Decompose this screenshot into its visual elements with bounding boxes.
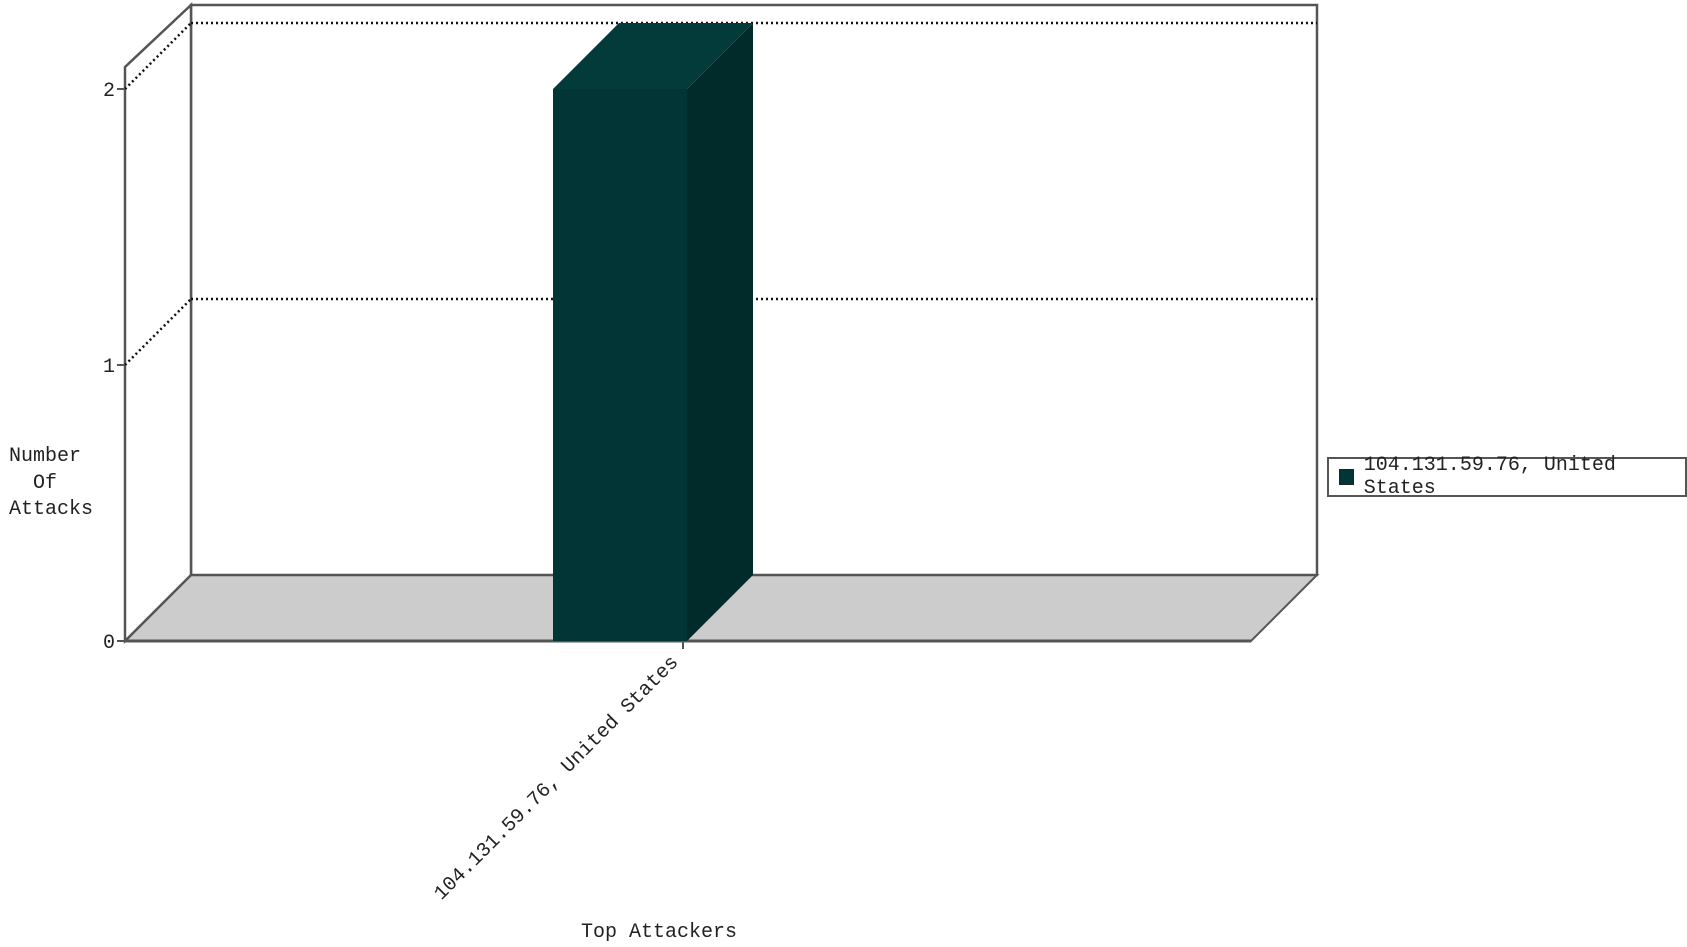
bar (553, 89, 687, 641)
y-axis-label-line-2: Of (33, 472, 57, 495)
legend-swatch (1339, 469, 1354, 485)
gridlines (124, 21, 1317, 366)
bar-side (687, 23, 753, 641)
x-axis-ticks: 104.131.59.76, United States (430, 641, 684, 906)
gridline-diagonal (124, 298, 192, 366)
y-axis-label: Number Of Attacks (9, 445, 93, 521)
chart-left-wall (123, 2, 193, 645)
legend: 104.131.59.76, United States (1327, 454, 1687, 500)
y-tick-label: 0 (103, 632, 115, 655)
bar-top (553, 23, 753, 89)
gridline-diagonal (124, 22, 192, 90)
y-tick-label: 2 (103, 80, 115, 103)
x-tick-label: 104.131.59.76, United States (430, 652, 684, 906)
y-axis-label-line-3: Attacks (9, 498, 93, 521)
legend-label: 104.131.59.76, United States (1363, 454, 1616, 500)
bars (553, 23, 753, 641)
y-axis-label-line-1: Number (9, 445, 81, 468)
x-axis-label: Top Attackers (581, 921, 737, 944)
y-axis-ticks: 0 1 2 (103, 80, 125, 655)
chart-back-wall (189, 3, 1319, 577)
y-tick-label: 1 (103, 356, 115, 379)
